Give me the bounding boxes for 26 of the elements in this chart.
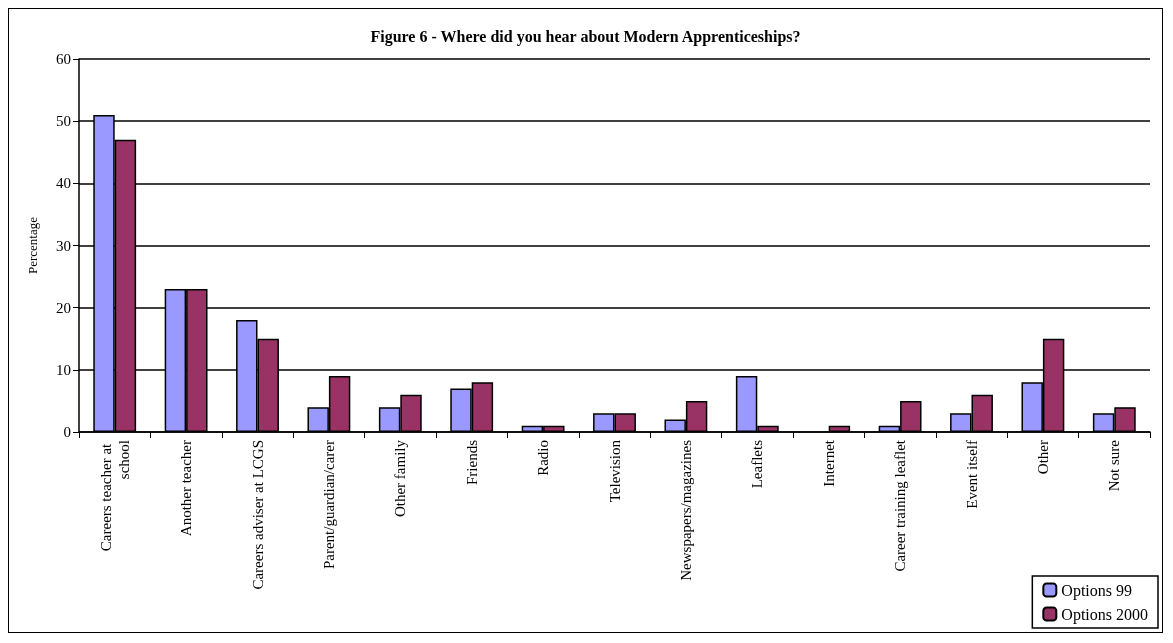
x-tick-label: Other xyxy=(1034,440,1051,475)
x-tick-label: Another teacher xyxy=(178,440,195,537)
x-tick-label: Not sure xyxy=(1106,439,1123,492)
y-tick-label: 20 xyxy=(56,299,71,316)
y-tick-label: 40 xyxy=(56,175,71,192)
x-tick-label: Careers teacher at school xyxy=(97,440,132,552)
x-tick-label: Friends xyxy=(463,439,480,485)
x-tick-label: Leaflets xyxy=(749,439,766,489)
x-tick-label: Newspapers/magazines xyxy=(677,439,694,581)
x-tick-label: Event itself xyxy=(963,440,980,509)
x-tick-label: Internet xyxy=(820,439,837,487)
x-tick-label: Other family xyxy=(392,439,409,518)
x-tick-label: Career training leaflet xyxy=(892,439,909,572)
x-tick-label: Parent/guardian/carer xyxy=(320,440,337,570)
chart-title: Figure 6 - Where did you hear about Modern Apprenticeships? xyxy=(370,27,801,46)
y-axis-title: Percentage xyxy=(25,216,40,275)
y-tick-label: 0 xyxy=(63,424,71,440)
y-tick-label: 50 xyxy=(56,113,71,130)
y-tick-label: 30 xyxy=(56,237,71,254)
x-tick-label: Careers adviser at LCGS xyxy=(249,440,266,590)
x-tick-label: Radio xyxy=(535,440,552,476)
legend-label: Options 2000 xyxy=(1061,605,1148,624)
y-tick-label: 60 xyxy=(56,51,71,67)
x-tick-label: Television xyxy=(606,439,623,503)
y-tick-label: 10 xyxy=(56,361,71,378)
legend-label: Options 99 xyxy=(1061,581,1132,600)
